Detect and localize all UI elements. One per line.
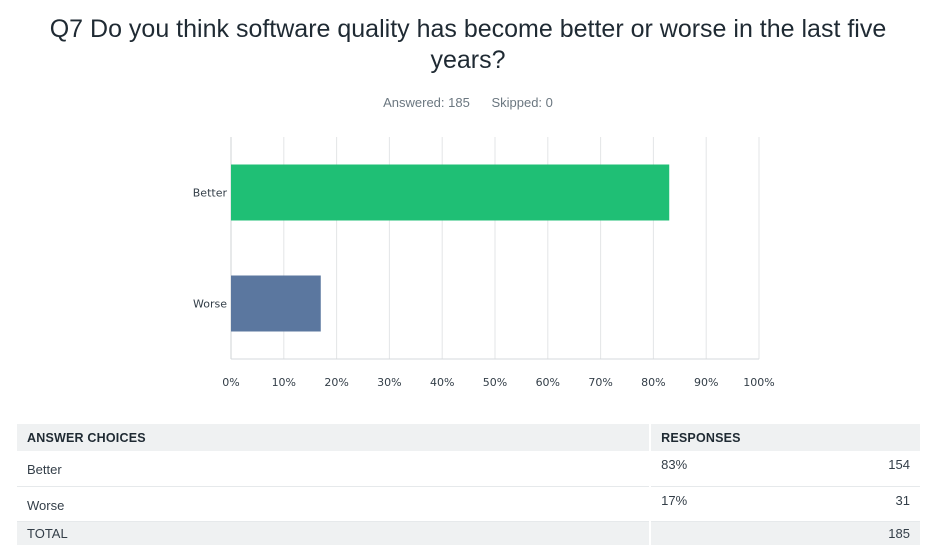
x-tick-label: 80% (641, 376, 665, 389)
chart-bars (231, 164, 670, 332)
x-tick-label: 50% (483, 376, 507, 389)
category-label: Worse (193, 298, 227, 311)
category-label: Better (193, 187, 228, 200)
x-tick-label: 90% (694, 376, 718, 389)
row-count: 154 (888, 457, 910, 472)
row-choice: Better (27, 462, 62, 477)
answer-choices-header: ANSWER CHOICES (27, 430, 146, 445)
chart-x-tick-labels: 0% 10% 20% 30% 40% 50% 60% 70% 80% 90% 100% (222, 376, 774, 389)
answered-count: Answered: 185 (383, 95, 470, 110)
x-tick-label: 30% (377, 376, 401, 389)
bar-worse (231, 275, 321, 332)
x-tick-label: 40% (430, 376, 454, 389)
bar-better (231, 164, 670, 221)
x-tick-label: 20% (324, 376, 348, 389)
row-percent: 17% (649, 486, 732, 521)
x-tick-label: 100% (743, 376, 774, 389)
row-percent: 83% (649, 451, 732, 486)
x-tick-label: 10% (272, 376, 296, 389)
row-choice: Worse (27, 497, 65, 513)
skipped-count: Skipped: 0 (491, 95, 553, 110)
bar-chart: Better Worse 0% 10% 20% 30% 40% 50% 60% 70% 80% 90… (193, 137, 775, 389)
table-row: Better 83% 154 (17, 451, 920, 486)
x-tick-label: 0% (222, 376, 239, 389)
response-stats: Answered: 185 Skipped: 0 (0, 95, 936, 110)
table-row: Worse 17% 31 (17, 486, 920, 521)
responses-header: RESPONSES (649, 424, 920, 451)
question-title: Q7 Do you think software quality has bec… (49, 15, 887, 74)
table-header-row: ANSWER CHOICES RESPONSES (17, 424, 920, 451)
total-value: 185 (649, 521, 920, 545)
chart-category-labels: Better Worse (193, 187, 228, 311)
table-total-row: TOTAL 185 (17, 521, 920, 545)
row-count: 31 (895, 492, 910, 508)
total-label: TOTAL (27, 525, 68, 541)
x-tick-label: 70% (588, 376, 612, 389)
x-tick-label: 60% (536, 376, 560, 389)
responses-table: ANSWER CHOICES RESPONSES Better 83% 154 … (17, 424, 920, 545)
